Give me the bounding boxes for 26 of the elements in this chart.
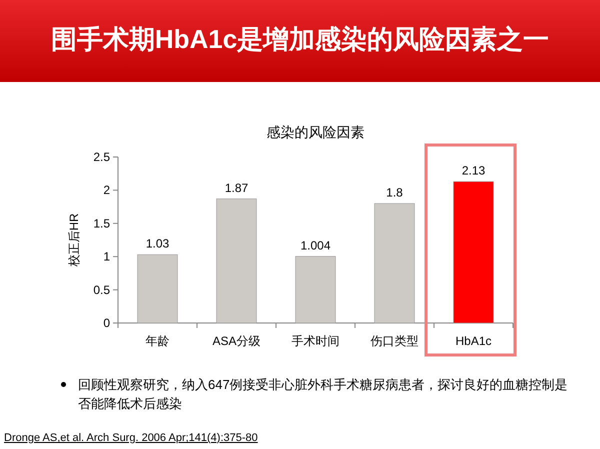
y-tick-label: 0 [103, 316, 110, 330]
bar [295, 256, 336, 324]
data-label: 1.004 [300, 238, 331, 252]
chart-title: 围手术期HbA1c是增加感染的风险因素之一 [50, 23, 550, 56]
x-tick-label: 伤口类型 [370, 334, 418, 348]
chart-subtitle: 感染的风险因素 [266, 124, 364, 140]
data-label: 1.87 [224, 180, 248, 195]
y-axis-title: 校正后HR [67, 213, 81, 268]
bar [216, 198, 257, 324]
y-tick-label: 2.5 [93, 150, 110, 164]
x-tick-label: HbA1c [455, 334, 492, 348]
y-tick-label: 1.5 [93, 216, 110, 230]
x-tick-label: 年龄 [146, 334, 170, 348]
y-tick-label: 2 [103, 183, 110, 198]
bar [137, 254, 178, 324]
bar [374, 203, 415, 324]
data-label: 1.8 [386, 185, 404, 200]
text: Dronge AS,et al. Arch Surg. 2006 Apr;141(4):375-80 [4, 432, 258, 444]
bar [453, 181, 494, 324]
data-label: 2.13 [462, 164, 486, 178]
y-tick-label: 0.5 [93, 282, 110, 297]
data-label: 1.03 [146, 236, 170, 251]
y-tick-label: 1 [103, 250, 110, 264]
x-tick-label: 手术时间 [292, 334, 340, 348]
text: 回顾性观察研究，纳入647例接受非心脏外科手术糖尿病患者，探讨良好的血糖控制是否能降低术后感染 [78, 376, 569, 413]
x-tick-label: ASA分级 [212, 334, 261, 348]
